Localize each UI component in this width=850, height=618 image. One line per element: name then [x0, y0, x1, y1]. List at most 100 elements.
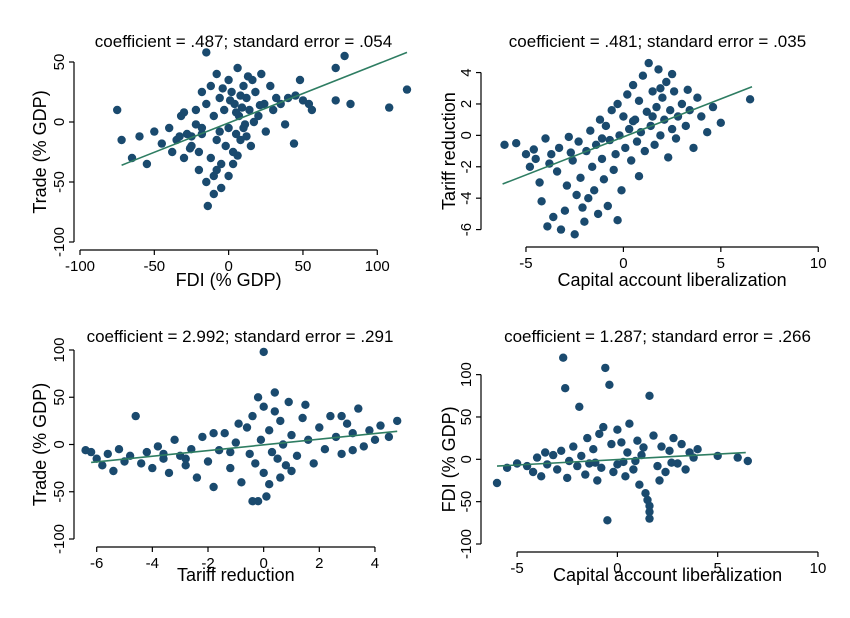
data-point	[681, 465, 690, 474]
data-point	[236, 91, 245, 100]
data-point	[653, 461, 662, 471]
data-point	[212, 135, 221, 145]
y-tick-label: -100	[51, 524, 68, 554]
data-point	[681, 121, 690, 131]
data-point	[667, 124, 677, 134]
data-point	[581, 470, 590, 479]
data-point	[537, 472, 546, 481]
data-point	[259, 402, 268, 411]
data-point	[662, 77, 671, 87]
data-point	[342, 419, 352, 428]
data-point	[206, 153, 215, 163]
data-point	[609, 467, 618, 477]
data-point	[202, 99, 211, 109]
data-point	[605, 380, 614, 389]
data-point	[574, 137, 583, 146]
chart-panel-1: coefficient = .487; standard error = .05…	[30, 32, 412, 290]
data-point	[346, 99, 355, 109]
x-tick-label: 10	[810, 560, 827, 577]
data-point	[623, 90, 632, 99]
data-point	[593, 476, 602, 485]
data-point	[384, 432, 394, 442]
data-point	[354, 404, 363, 413]
data-point	[148, 463, 157, 473]
y-tick-label: -50	[51, 171, 68, 193]
fit-line	[91, 430, 398, 464]
data-point	[251, 459, 260, 468]
data-point	[266, 81, 275, 91]
data-point	[609, 165, 618, 175]
data-point	[521, 150, 531, 159]
data-point	[280, 120, 290, 129]
scatter-points	[500, 58, 755, 239]
data-point	[645, 514, 654, 523]
y-tick-label: 0	[51, 440, 68, 448]
data-point	[669, 433, 678, 443]
data-point	[599, 422, 608, 432]
data-point	[237, 478, 246, 487]
x-axis-label: Capital account liberalization	[553, 565, 782, 585]
fit-line	[502, 85, 753, 185]
data-point	[315, 423, 324, 432]
data-point	[224, 75, 233, 85]
data-point	[568, 156, 577, 165]
data-point	[298, 413, 307, 423]
data-point	[309, 459, 318, 468]
data-point	[628, 80, 638, 90]
x-tick-label: 5	[717, 255, 725, 272]
data-point	[109, 466, 118, 476]
data-point	[642, 107, 651, 117]
data-point	[617, 186, 626, 195]
data-point	[287, 430, 296, 440]
data-point	[168, 147, 177, 157]
scatter-points	[81, 347, 402, 506]
chart-title: coefficient = .481; standard error = .03…	[509, 32, 806, 51]
data-point	[528, 467, 538, 477]
data-point	[255, 101, 265, 110]
data-point	[607, 106, 616, 115]
data-point	[625, 419, 634, 428]
data-point	[667, 458, 676, 467]
data-point	[627, 156, 636, 165]
y-tick-label: -4	[458, 192, 475, 205]
data-point	[276, 416, 285, 426]
data-point	[326, 411, 335, 421]
data-point	[239, 81, 248, 91]
data-point	[634, 172, 644, 181]
data-point	[549, 212, 558, 222]
data-point	[320, 445, 330, 454]
data-point	[301, 400, 310, 409]
data-point	[559, 353, 568, 362]
y-tick-label: 2	[458, 100, 475, 108]
data-point	[292, 451, 302, 460]
data-point	[597, 154, 607, 164]
fit-line	[121, 51, 408, 166]
data-point	[337, 449, 346, 459]
x-tick-label: 5	[714, 560, 722, 577]
data-point	[142, 159, 152, 169]
data-point	[561, 384, 570, 393]
data-point	[242, 423, 252, 432]
data-point	[242, 132, 251, 141]
data-point	[170, 435, 179, 444]
data-point	[217, 183, 226, 193]
data-point	[226, 463, 235, 473]
data-point	[577, 451, 586, 461]
data-point	[572, 190, 581, 200]
data-point	[348, 446, 357, 455]
x-tick-label: 0	[259, 555, 267, 572]
data-point	[281, 461, 291, 470]
data-point	[227, 87, 236, 97]
data-point	[623, 448, 632, 457]
data-point	[135, 132, 144, 141]
data-point	[215, 93, 224, 103]
data-point	[645, 391, 654, 400]
data-point	[617, 438, 626, 447]
data-point	[645, 501, 654, 511]
data-point	[202, 48, 211, 57]
data-point	[142, 447, 151, 457]
data-point	[562, 181, 572, 190]
data-point	[601, 363, 610, 373]
data-point	[224, 123, 233, 133]
